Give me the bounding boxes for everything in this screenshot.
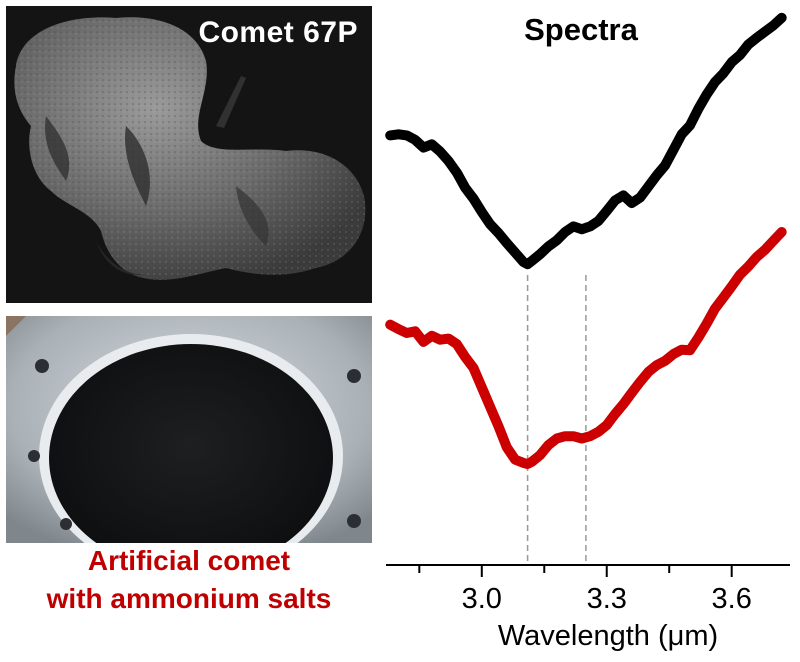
caption-line-1: Artificial comet [87,545,291,576]
x-tick-label-2: 3.3 [587,583,627,615]
spectrum-line-2 [385,227,787,469]
comet-photo-title: Comet 67P [198,16,358,49]
caption-line-2: with ammonium salts [46,583,332,614]
spectrum-line-1 [385,12,787,270]
artificial-comet-caption: Artificial comet with ammonium salts [6,542,372,618]
artificial-comet-photo [6,316,372,543]
comet-67p-photo: Comet 67P [6,6,372,303]
chart-title: Spectra [524,12,638,47]
spectra-chart-svg: Spectra 3.0 3.3 3.6 Wavelength (μm) [385,12,790,652]
x-tick-label-3: 3.6 [712,583,752,615]
x-axis-label: Wavelength (μm) [498,620,718,652]
x-tick-label-1: 3.0 [462,583,502,615]
spectra-chart: Spectra 3.0 3.3 3.6 Wavelength (μm) [378,0,800,662]
